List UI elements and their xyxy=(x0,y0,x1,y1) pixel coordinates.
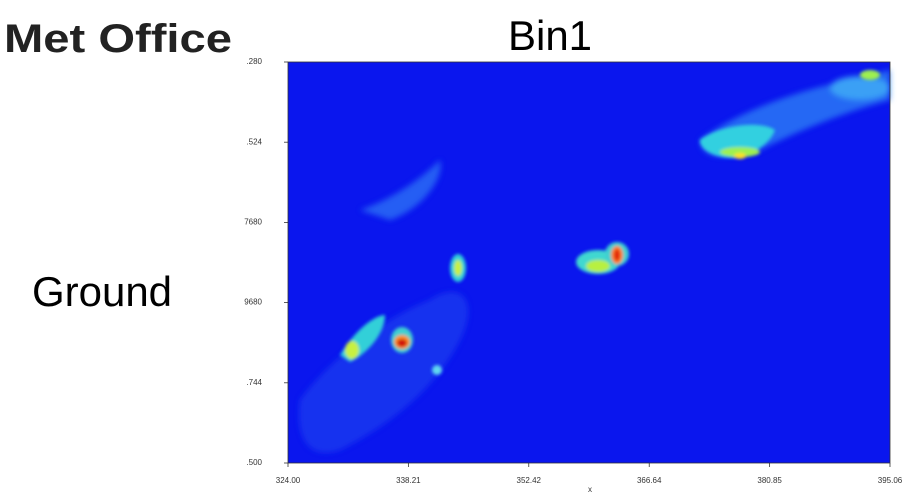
plot-frame xyxy=(287,61,891,464)
x-tick-label: 395.06 xyxy=(878,476,903,485)
x-tick-label: 352.42 xyxy=(517,476,542,485)
chart-title: Bin1 xyxy=(508,12,592,59)
x-tick-label: 338.21 xyxy=(396,476,421,485)
heatmap-hotspots xyxy=(340,70,880,375)
row-label: Ground xyxy=(32,268,172,315)
y-tick-label: .500 xyxy=(246,458,262,467)
x-tick-label: 380.85 xyxy=(757,476,782,485)
x-tick-label: 366.64 xyxy=(637,476,662,485)
y-tick-label: 9680 xyxy=(244,298,262,307)
heatmap xyxy=(287,61,891,464)
logo: Met Office xyxy=(4,17,232,61)
x-tick-label: 324.00 xyxy=(276,476,301,485)
y-tick-label: .280 xyxy=(246,57,262,66)
x-axis-label: x xyxy=(588,485,592,494)
y-tick-label: 7680 xyxy=(244,218,262,227)
y-tick-label: .744 xyxy=(246,378,262,387)
y-tick-label: .524 xyxy=(246,137,262,146)
